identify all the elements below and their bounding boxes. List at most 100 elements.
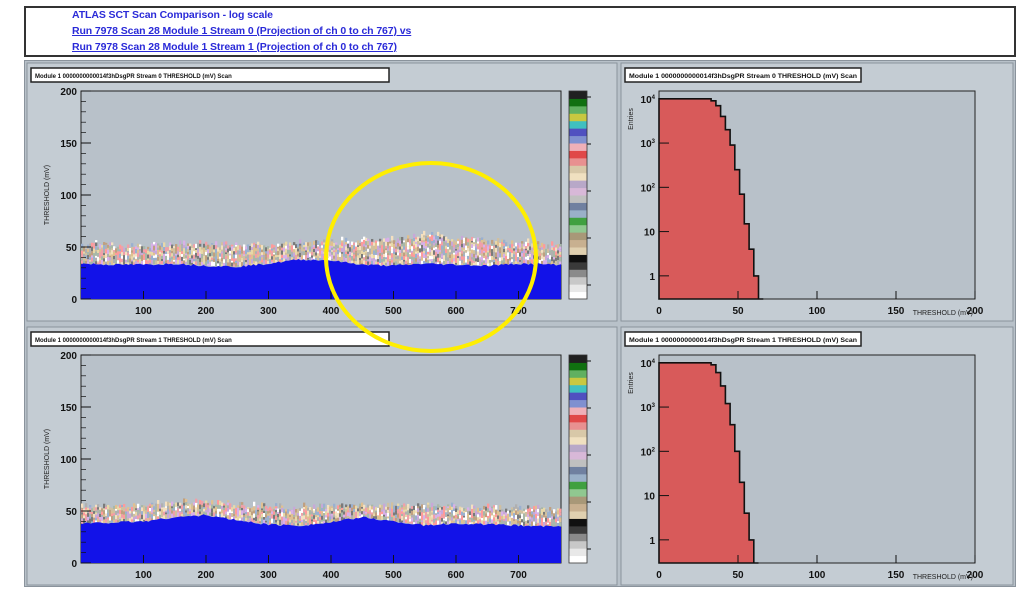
noise-cell	[145, 510, 148, 514]
noise-cell	[451, 506, 454, 510]
noise-cell	[123, 507, 126, 512]
noise-cell	[533, 512, 536, 515]
noise-cell	[129, 510, 132, 514]
noise-cell	[459, 243, 462, 246]
noise-cell	[409, 521, 412, 524]
noise-cell	[289, 517, 292, 520]
noise-cell	[383, 514, 386, 517]
noise-cell	[375, 507, 378, 511]
noise-cell	[133, 511, 136, 514]
noise-cell	[191, 510, 194, 513]
noise-cell	[247, 252, 250, 255]
noise-cell	[369, 250, 372, 255]
noise-cell	[423, 237, 426, 240]
pad-title-box	[30, 67, 390, 83]
noise-cell	[359, 243, 362, 246]
noise-cell	[403, 512, 406, 517]
noise-cell	[285, 515, 288, 519]
noise-cell	[283, 251, 286, 256]
noise-cell	[553, 259, 556, 263]
noise-cell	[541, 260, 544, 265]
noise-cell	[463, 254, 466, 257]
noise-cell	[367, 251, 370, 255]
noise-cell	[511, 511, 514, 516]
run-link-stream-1[interactable]: Run 7978 Scan 28 Module 1 Stream 1 (Proj…	[72, 41, 397, 53]
noise-cell	[261, 249, 264, 253]
noise-cell	[371, 249, 374, 254]
noise-cell	[549, 521, 552, 527]
noise-cell	[311, 255, 314, 258]
noise-cell	[481, 256, 484, 261]
noise-cell	[227, 511, 230, 516]
noise-cell	[199, 511, 202, 514]
noise-cell	[275, 259, 278, 263]
noise-cell	[415, 251, 418, 254]
run-link-stream-0[interactable]: Run 7978 Scan 28 Module 1 Stream 0 (Proj…	[72, 25, 412, 37]
noise-cell	[107, 257, 110, 261]
noise-cell	[199, 240, 202, 244]
noise-cell	[153, 509, 156, 512]
noise-cell	[387, 261, 390, 266]
noise-cell	[215, 264, 218, 267]
noise-cell	[133, 520, 136, 522]
noise-cell	[559, 522, 562, 527]
noise-cell	[101, 247, 104, 250]
noise-cell	[309, 253, 312, 257]
noise-cell	[479, 261, 482, 266]
noise-cell	[377, 245, 380, 251]
noise-cell	[395, 517, 398, 522]
noise-cell	[361, 511, 364, 515]
noise-cell	[377, 241, 380, 246]
noise-cell	[113, 251, 116, 254]
noise-cell	[555, 255, 558, 258]
noise-cell	[87, 261, 90, 264]
noise-cell	[385, 516, 388, 521]
noise-cell	[303, 244, 306, 248]
noise-cell	[493, 247, 496, 252]
noise-cell	[95, 242, 98, 247]
noise-cell	[127, 250, 130, 253]
noise-cell	[479, 249, 482, 254]
noise-cell	[215, 260, 218, 265]
noise-cell	[463, 512, 466, 516]
noise-cell	[89, 515, 92, 519]
noise-cell	[383, 516, 386, 521]
noise-cell	[357, 246, 360, 251]
y-tick-label: 200	[60, 87, 77, 98]
noise-cell	[121, 517, 124, 523]
noise-cell	[375, 254, 378, 260]
noise-cell	[249, 246, 252, 251]
noise-cell	[523, 246, 526, 249]
noise-cell	[161, 255, 164, 259]
noise-cell	[221, 255, 224, 258]
noise-cell	[361, 241, 364, 245]
noise-cell	[419, 245, 422, 249]
noise-cell	[85, 252, 88, 256]
noise-cell	[345, 241, 348, 245]
noise-cell	[379, 241, 382, 246]
noise-cell	[557, 250, 560, 254]
noise-cell	[499, 247, 502, 251]
noise-cell	[173, 256, 176, 259]
noise-cell	[395, 261, 398, 266]
noise-cell	[473, 516, 476, 520]
noise-cell	[517, 518, 520, 521]
noise-cell	[483, 249, 486, 251]
noise-cell	[495, 516, 498, 520]
noise-cell	[389, 513, 392, 517]
noise-cell	[531, 517, 534, 522]
color-scale-cell	[569, 105, 587, 114]
noise-cell	[469, 239, 472, 243]
noise-cell	[345, 508, 348, 513]
noise-cell	[315, 240, 318, 244]
noise-cell	[487, 512, 490, 516]
noise-cell	[499, 242, 502, 248]
noise-cell	[87, 259, 90, 262]
noise-cell	[215, 504, 218, 507]
noise-cell	[443, 506, 446, 510]
noise-cell	[335, 513, 338, 516]
noise-cell	[139, 517, 142, 522]
noise-cell	[401, 240, 404, 244]
noise-cell	[105, 257, 108, 262]
noise-cell	[101, 253, 104, 257]
